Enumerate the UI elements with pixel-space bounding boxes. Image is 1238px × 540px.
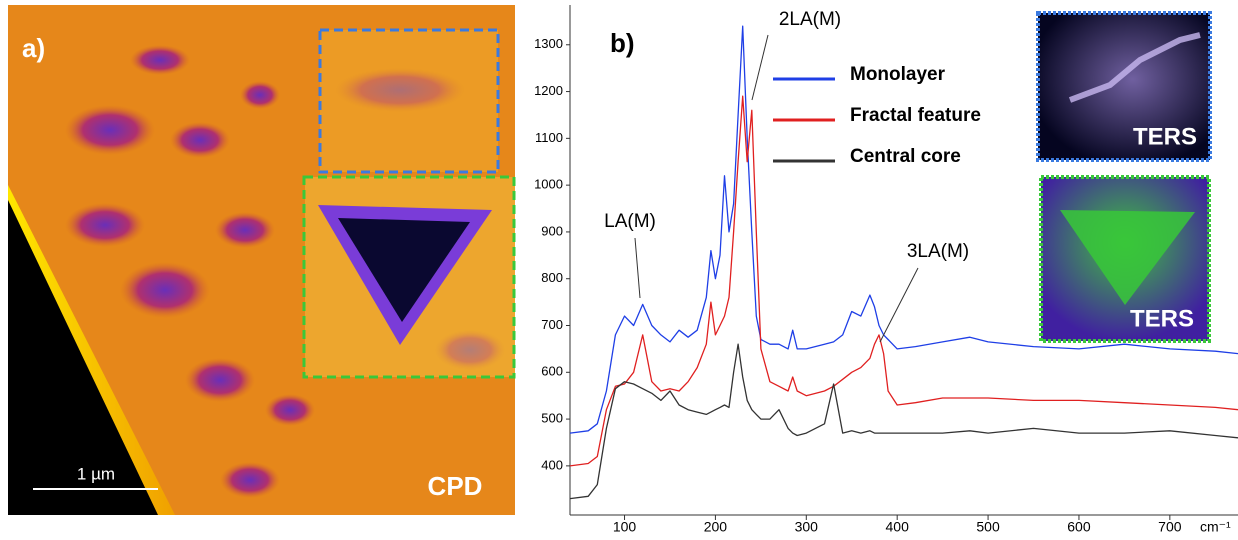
x-tick-label: 700 — [1158, 519, 1182, 535]
y-tick-label: 1100 — [535, 130, 563, 145]
inset-images — [1036, 11, 1212, 343]
inset-label: TERS — [1130, 305, 1194, 332]
panel-label: b) — [610, 28, 635, 58]
y-tick-label: 400 — [541, 457, 563, 472]
annotation: LA(M) — [604, 211, 656, 232]
x-unit: cm⁻¹ — [1200, 519, 1231, 535]
legend-label: Monolayer — [850, 64, 946, 85]
plot-area — [570, 25, 1238, 500]
y-tick-label: 1300 — [534, 36, 563, 51]
panel-label: a) — [22, 33, 45, 63]
y-tick-label: 1200 — [534, 83, 563, 98]
cpd-image — [8, 5, 516, 515]
series-line — [570, 95, 1238, 467]
x-tick-label: 400 — [886, 519, 910, 535]
x-tick-label: 300 — [795, 519, 819, 535]
image-caption: CPD — [428, 471, 483, 501]
legend-label: Central core — [850, 146, 961, 167]
legend: Monolayer Fractal feature Central core — [773, 64, 981, 167]
legend-label: Fractal feature — [850, 105, 981, 126]
y-tick-label: 600 — [541, 364, 563, 379]
annotations — [634, 34, 919, 343]
inset-label: TERS — [1133, 123, 1197, 150]
series-line — [570, 343, 1238, 500]
series-line — [570, 25, 1238, 434]
x-tick-label: 100 — [613, 519, 637, 535]
x-tick-label: 500 — [976, 519, 1000, 535]
y-tick-label: 500 — [541, 411, 563, 426]
y-tick-label: 700 — [541, 317, 563, 332]
annotation: 3LA(M) — [907, 241, 969, 262]
y-tick-label: 800 — [541, 270, 563, 285]
y-tick-label: 900 — [541, 223, 563, 238]
y-tick-label: 1000 — [534, 177, 563, 192]
annotation: 2LA(M) — [779, 9, 841, 30]
scale-bar-label: 1 µm — [77, 464, 115, 483]
x-tick-label: 200 — [704, 519, 728, 535]
x-tick-label: 600 — [1067, 519, 1091, 535]
